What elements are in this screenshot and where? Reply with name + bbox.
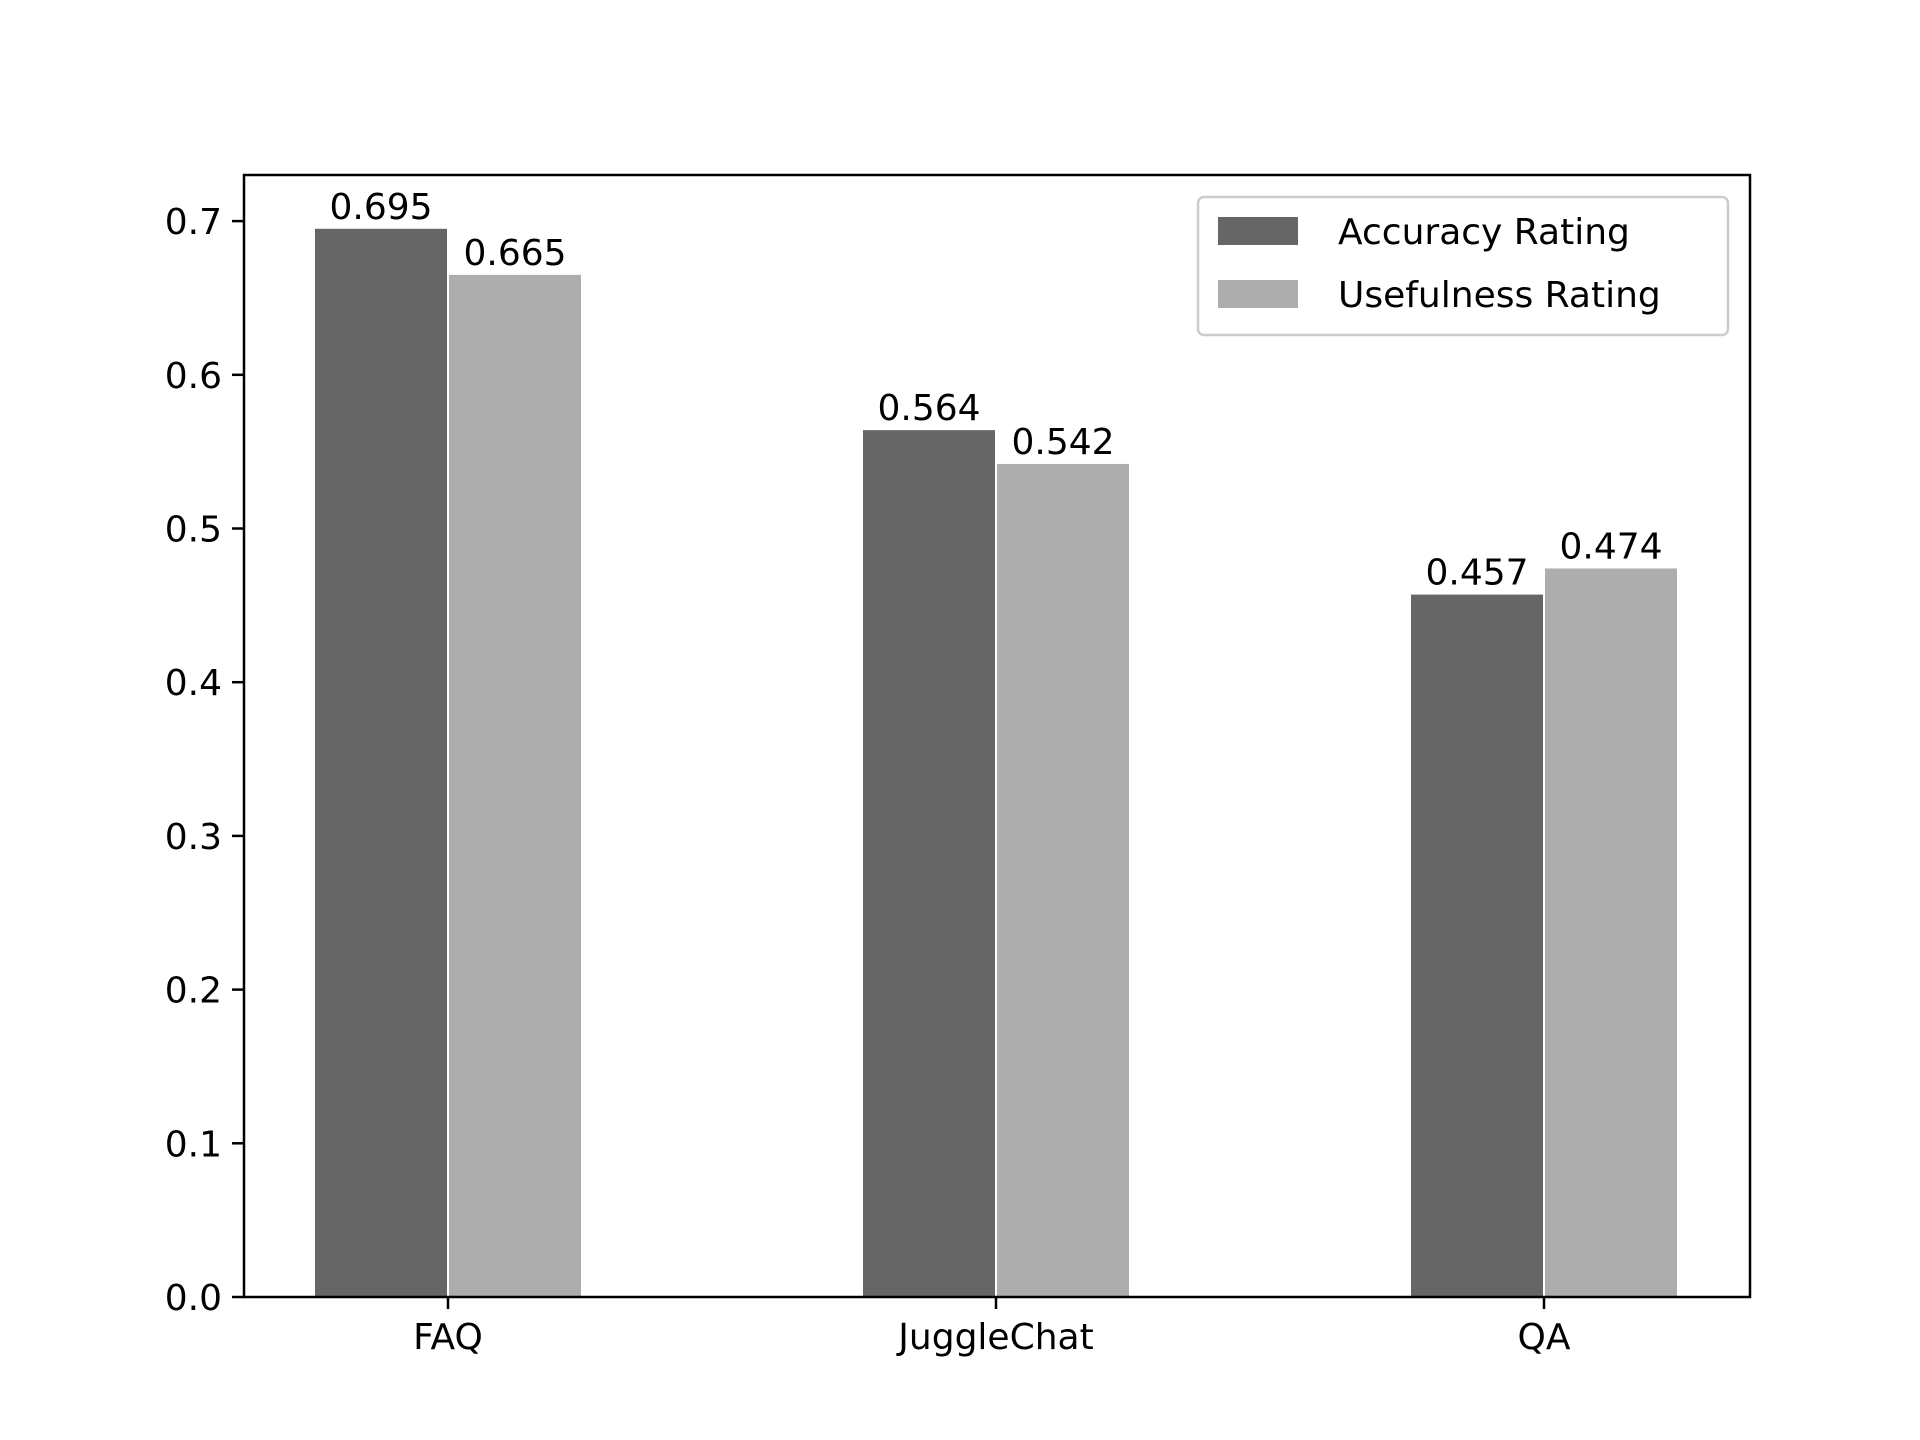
- data-labels-layer: 0.695 0.564 0.457 0.665 0.542 0.474: [329, 187, 1662, 594]
- bar-accuracy-qa: [1411, 594, 1543, 1297]
- bar-accuracy-jugglechat: [863, 430, 995, 1297]
- bar-usefulness-jugglechat: [997, 463, 1129, 1297]
- y-tick-label: 0.5: [165, 510, 222, 551]
- y-tick-label: 0.2: [165, 971, 222, 1012]
- bar-accuracy-faq: [315, 228, 447, 1297]
- legend-box: [1196, 195, 1730, 337]
- y-tick-label: 0.0: [165, 1278, 222, 1319]
- data-label: 0.457: [1425, 553, 1528, 594]
- x-tick-label: JuggleChat: [896, 1317, 1093, 1358]
- y-tick-label: 0.7: [165, 202, 222, 243]
- data-label: 0.474: [1559, 526, 1662, 567]
- bar-usefulness-qa: [1545, 568, 1677, 1297]
- bar-usefulness-faq: [449, 274, 581, 1297]
- legend-label: Usefulness Rating: [1338, 275, 1661, 316]
- y-tick-label: 0.4: [165, 663, 222, 704]
- y-tick-label: 0.1: [165, 1124, 222, 1165]
- x-axis: FAQ JuggleChat QA: [413, 1297, 1571, 1358]
- legend-label: Accuracy Rating: [1338, 212, 1630, 253]
- legend: Accuracy Rating Usefulness Rating: [1196, 195, 1730, 337]
- data-label: 0.665: [463, 233, 566, 274]
- bars-layer: [315, 228, 1677, 1297]
- data-label: 0.564: [877, 388, 980, 429]
- y-tick-label: 0.3: [165, 817, 222, 858]
- legend-swatch: [1218, 280, 1298, 308]
- x-tick-label: QA: [1518, 1317, 1571, 1358]
- y-axis: 0.0 0.1 0.2 0.3 0.4 0.5 0.6 0.7: [165, 202, 244, 1319]
- data-label: 0.695: [329, 187, 432, 228]
- legend-swatch: [1218, 217, 1298, 245]
- y-tick-label: 0.6: [165, 356, 222, 397]
- x-tick-label: FAQ: [413, 1317, 483, 1358]
- data-label: 0.542: [1011, 422, 1114, 463]
